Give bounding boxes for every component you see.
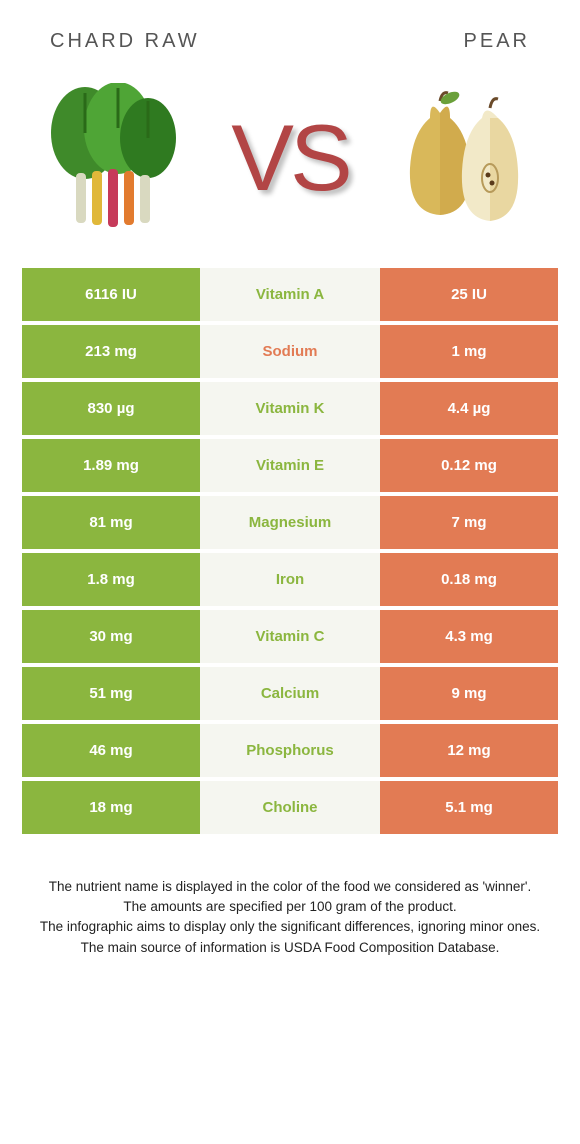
- nutrient-name: Sodium: [200, 325, 380, 378]
- nutrient-name: Vitamin K: [200, 382, 380, 435]
- nutrient-row: 46 mgPhosphorus12 mg: [22, 724, 558, 777]
- nutrient-name: Vitamin A: [200, 268, 380, 321]
- value-right: 4.3 mg: [380, 610, 558, 663]
- footnote-line: The nutrient name is displayed in the co…: [30, 878, 550, 896]
- value-right: 12 mg: [380, 724, 558, 777]
- value-left: 1.89 mg: [22, 439, 200, 492]
- nutrient-name: Calcium: [200, 667, 380, 720]
- chard-image: [35, 78, 195, 238]
- nutrient-name: Magnesium: [200, 496, 380, 549]
- value-right: 0.18 mg: [380, 553, 558, 606]
- nutrient-row: 1.89 mgVitamin E0.12 mg: [22, 439, 558, 492]
- value-right: 7 mg: [380, 496, 558, 549]
- value-right: 4.4 µg: [380, 382, 558, 435]
- nutrient-row: 1.8 mgIron0.18 mg: [22, 553, 558, 606]
- value-left: 30 mg: [22, 610, 200, 663]
- nutrient-row: 6116 IUVitamin A25 IU: [22, 268, 558, 321]
- value-left: 18 mg: [22, 781, 200, 834]
- value-right: 25 IU: [380, 268, 558, 321]
- value-right: 5.1 mg: [380, 781, 558, 834]
- value-left: 46 mg: [22, 724, 200, 777]
- value-left: 1.8 mg: [22, 553, 200, 606]
- value-right: 9 mg: [380, 667, 558, 720]
- value-left: 830 µg: [22, 382, 200, 435]
- nutrient-name: Phosphorus: [200, 724, 380, 777]
- header-row: CHARD RAW PEAR: [0, 0, 580, 63]
- food-right-title: PEAR: [464, 30, 530, 53]
- footnote-line: The infographic aims to display only the…: [30, 918, 550, 936]
- value-left: 51 mg: [22, 667, 200, 720]
- value-left: 213 mg: [22, 325, 200, 378]
- nutrient-table: 6116 IUVitamin A25 IU213 mgSodium1 mg830…: [0, 268, 580, 834]
- nutrient-row: 830 µgVitamin K4.4 µg: [22, 382, 558, 435]
- nutrient-name: Vitamin E: [200, 439, 380, 492]
- nutrient-name: Iron: [200, 553, 380, 606]
- pear-image: [385, 78, 545, 238]
- hero-row: VS: [0, 63, 580, 268]
- value-left: 81 mg: [22, 496, 200, 549]
- nutrient-row: 81 mgMagnesium7 mg: [22, 496, 558, 549]
- nutrient-row: 30 mgVitamin C4.3 mg: [22, 610, 558, 663]
- value-right: 0.12 mg: [380, 439, 558, 492]
- value-right: 1 mg: [380, 325, 558, 378]
- nutrient-name: Choline: [200, 781, 380, 834]
- nutrient-row: 51 mgCalcium9 mg: [22, 667, 558, 720]
- footnotes: The nutrient name is displayed in the co…: [0, 838, 580, 957]
- footnote-line: The main source of information is USDA F…: [30, 939, 550, 957]
- food-left-title: CHARD RAW: [50, 30, 200, 53]
- vs-label: VS: [231, 104, 348, 212]
- footnote-line: The amounts are specified per 100 gram o…: [30, 898, 550, 916]
- nutrient-row: 18 mgCholine5.1 mg: [22, 781, 558, 834]
- nutrient-name: Vitamin C: [200, 610, 380, 663]
- value-left: 6116 IU: [22, 268, 200, 321]
- nutrient-row: 213 mgSodium1 mg: [22, 325, 558, 378]
